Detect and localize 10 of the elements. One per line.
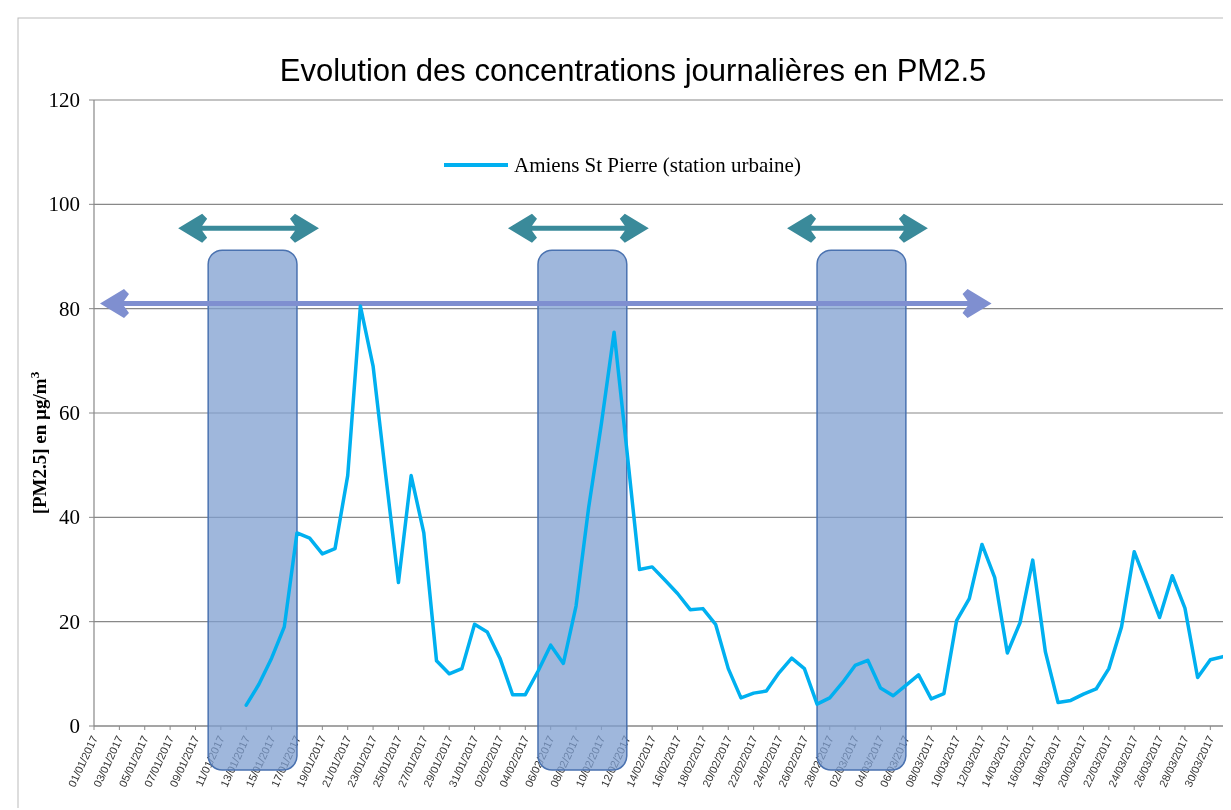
- line-series: [244, 304, 1223, 707]
- y-tick-label: 60: [59, 401, 80, 425]
- y-tick-label: 20: [59, 609, 80, 634]
- legend-label: Amiens St Pierre (station urbaine): [514, 153, 801, 177]
- chart-title: Evolution des concentrations journalières en PM2.5: [279, 53, 987, 88]
- y-tick-label: 80: [59, 296, 80, 321]
- y-tick-label: 100: [48, 192, 80, 217]
- y-tick-label: 0: [69, 714, 80, 738]
- y-tick-label: 120: [48, 88, 80, 112]
- y-tick-label: 40: [59, 505, 80, 530]
